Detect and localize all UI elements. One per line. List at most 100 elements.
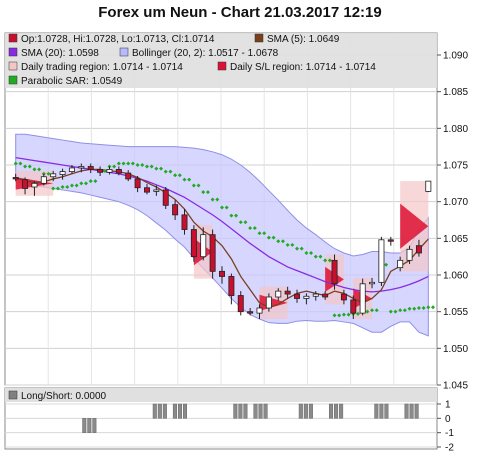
sar-point xyxy=(102,168,107,173)
sar-point xyxy=(84,181,89,186)
longshort-swatch-icon xyxy=(8,390,18,400)
sar-point xyxy=(201,190,206,195)
sub-y-tick-label: -1 xyxy=(445,428,454,439)
sar-point xyxy=(290,242,295,247)
longshort-bar xyxy=(374,403,379,419)
sar-point xyxy=(299,246,304,251)
candle-swatch-icon xyxy=(8,33,18,43)
candle-body xyxy=(22,179,29,189)
y-tick-label: 1.045 xyxy=(443,381,468,392)
longshort-bars xyxy=(82,403,419,433)
longshort-label: Long/Short: 0.0000 xyxy=(21,391,107,402)
sar-point xyxy=(168,169,173,174)
sl-region-swatch-icon xyxy=(217,61,227,71)
sar-point xyxy=(112,164,117,169)
sar-point xyxy=(144,164,149,169)
sar-point xyxy=(79,181,84,186)
longshort-bar xyxy=(414,403,419,419)
longshort-legend-box xyxy=(5,388,437,402)
longshort-bar xyxy=(233,403,238,419)
candle-body xyxy=(115,168,122,174)
longshort-bar xyxy=(182,403,188,419)
candle-body xyxy=(106,168,113,173)
longshort-bar xyxy=(263,403,268,419)
longshort-bar xyxy=(172,403,177,419)
sar-swatch-icon xyxy=(8,75,18,85)
longshort-bar xyxy=(379,403,384,419)
longshort-bar xyxy=(243,403,248,419)
y-tick-label: 1.050 xyxy=(443,344,468,355)
longshort-bar xyxy=(87,418,92,433)
sar-point xyxy=(370,308,375,313)
candle-body xyxy=(294,293,301,299)
longshort-bar xyxy=(303,403,308,419)
sar-point xyxy=(177,173,182,178)
y-tick-label: 1.080 xyxy=(443,124,468,135)
longshort-bar xyxy=(157,403,162,419)
longshort-bar xyxy=(177,403,182,419)
candle-body xyxy=(340,293,347,301)
candle-body xyxy=(209,234,216,272)
sar-point xyxy=(149,164,154,169)
sar-point xyxy=(187,177,192,182)
y-tick-label: 1.070 xyxy=(443,197,468,208)
bollinger-swatch-icon xyxy=(119,47,129,57)
legend-label: Op:1.0728, Hi:1.0728, Lo:1.0713, Cl:1.07… xyxy=(21,34,215,45)
sar-point xyxy=(248,226,253,231)
sar-point xyxy=(88,179,93,184)
y-tick-label: 1.060 xyxy=(443,271,468,282)
candle-body xyxy=(200,234,207,258)
sma5-swatch-icon xyxy=(254,33,264,43)
candle-body xyxy=(312,293,319,297)
candle-body xyxy=(397,259,404,269)
y-tick-label: 1.085 xyxy=(443,87,468,98)
longshort-bar xyxy=(258,403,263,419)
sar-point xyxy=(93,179,98,184)
sar-point xyxy=(173,173,178,178)
sar-point xyxy=(327,258,332,263)
sar-point xyxy=(130,161,135,166)
sar-point xyxy=(163,169,168,174)
y-tick-label: 1.055 xyxy=(443,307,468,318)
longshort-bar xyxy=(339,403,344,419)
sub-y-tick-label: -2 xyxy=(445,443,454,454)
candle-body xyxy=(172,204,179,216)
candle-body xyxy=(247,311,254,314)
sar-point xyxy=(65,185,70,189)
longshort-bar xyxy=(253,403,258,419)
longshort-bar xyxy=(308,403,313,419)
candle-body xyxy=(256,307,263,314)
sar-point xyxy=(116,161,121,166)
sar-point xyxy=(229,213,234,218)
candle-body xyxy=(59,171,66,175)
candle-body xyxy=(143,187,150,193)
y-tick-label: 1.065 xyxy=(443,234,468,245)
candle-body xyxy=(162,189,169,206)
sar-point xyxy=(74,183,79,188)
legend-label: Parabolic SAR: 1.0549 xyxy=(21,76,123,87)
y-tick-label: 1.090 xyxy=(443,51,468,62)
candle-body xyxy=(12,177,19,180)
candle-body xyxy=(50,173,57,178)
longshort-bar xyxy=(384,403,389,419)
sar-point xyxy=(196,183,201,188)
longshort-bar xyxy=(298,403,303,419)
legend-label: SMA (20): 1.0598 xyxy=(21,48,99,59)
longshort-bar xyxy=(409,403,414,419)
longshort-bar xyxy=(334,403,339,419)
candle-body xyxy=(275,290,282,298)
sar-point xyxy=(374,308,379,313)
candle-body xyxy=(425,180,432,192)
candle-body xyxy=(303,295,310,299)
sar-point xyxy=(234,213,239,218)
sar-point xyxy=(210,197,215,202)
sar-point xyxy=(332,313,337,318)
legend-label: Daily S/L region: 1.0714 - 1.0714 xyxy=(230,62,376,73)
candle-body xyxy=(87,166,94,170)
sar-point xyxy=(271,235,276,240)
sar-point xyxy=(398,308,403,313)
sma5-line xyxy=(15,168,429,308)
sar-point xyxy=(215,197,220,202)
sar-point xyxy=(402,308,407,313)
